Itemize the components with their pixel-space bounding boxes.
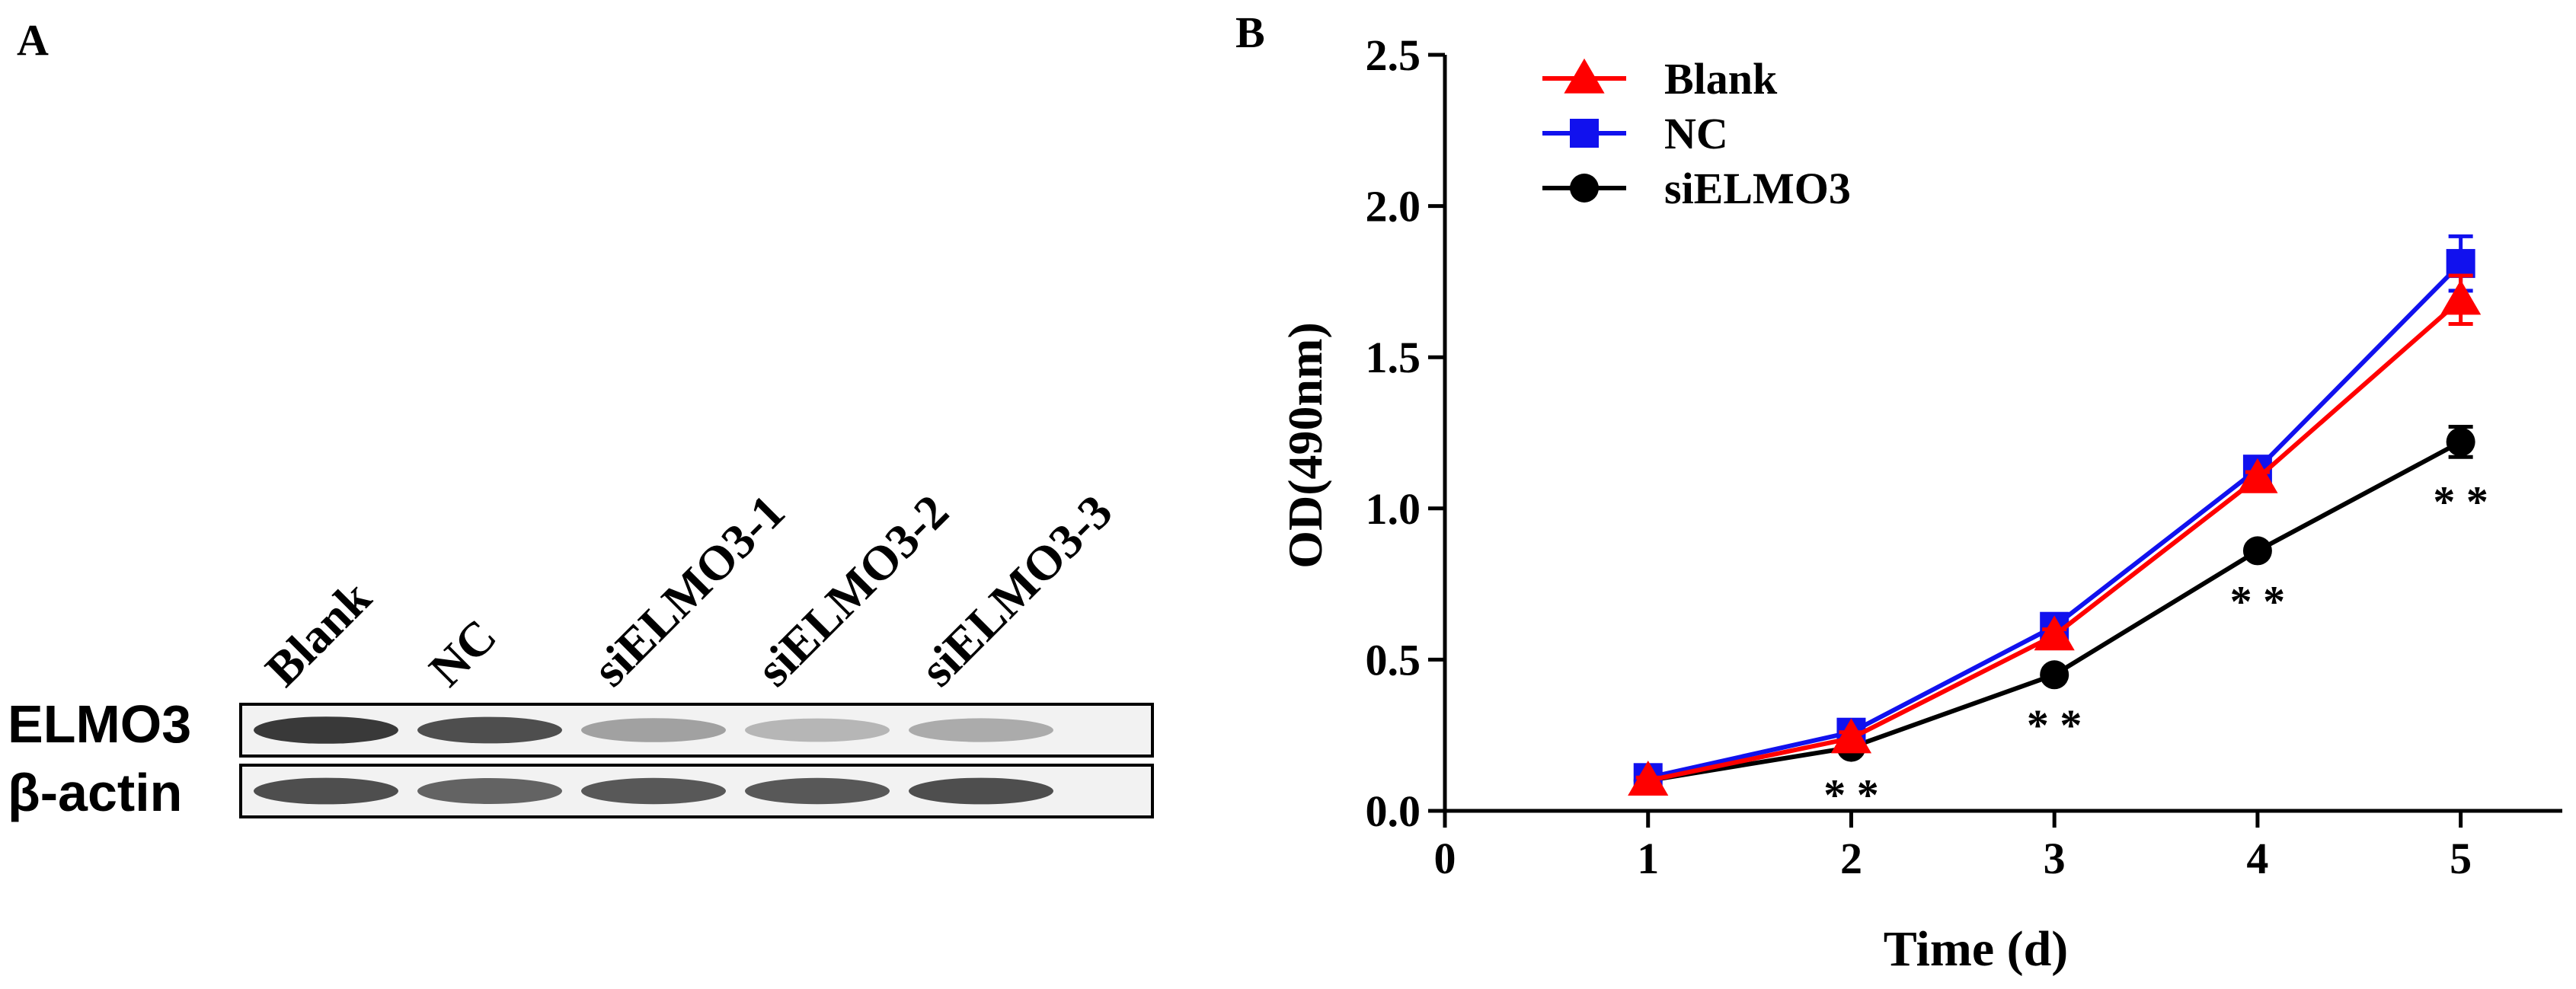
legend-label: NC bbox=[1664, 109, 1728, 158]
legend-label: Blank bbox=[1664, 54, 1778, 104]
marker-circle bbox=[2446, 427, 2475, 457]
lane-label: NC bbox=[419, 608, 507, 697]
blot-band bbox=[745, 777, 890, 805]
marker-square bbox=[2446, 249, 2475, 279]
x-tick-label: 3 bbox=[2044, 834, 2066, 883]
marker-triangle bbox=[2237, 458, 2278, 493]
x-tick-label: 4 bbox=[2246, 834, 2268, 883]
row-label-beta-actin: β-actin bbox=[8, 763, 182, 822]
x-tick-label: 5 bbox=[2450, 834, 2472, 883]
blot-band bbox=[581, 777, 726, 805]
significance-annotation: * * bbox=[1823, 770, 1879, 820]
y-tick-label: 0.0 bbox=[1366, 786, 1421, 836]
y-tick-label: 1.0 bbox=[1366, 484, 1421, 534]
marker-square bbox=[1570, 119, 1599, 148]
marker-triangle bbox=[1628, 761, 1669, 796]
blot-band bbox=[745, 718, 890, 742]
legend: Blank NC siELMO3 bbox=[1542, 54, 1851, 213]
marker-circle bbox=[2040, 660, 2069, 690]
x-tick-label: 1 bbox=[1637, 834, 1659, 883]
marker-circle bbox=[1570, 174, 1599, 203]
axes: 0.0 0.5 1.0 1.5 2.0 2.5 0 1 2 3 4 5 bbox=[1366, 30, 2562, 883]
marker-triangle bbox=[2440, 279, 2482, 315]
lane-label: Blank bbox=[255, 570, 382, 697]
blot-band bbox=[581, 718, 726, 742]
blot-band bbox=[417, 778, 562, 804]
panel-a-label: A bbox=[17, 15, 49, 65]
significance-annotation: * * bbox=[2230, 576, 2286, 626]
series-blank bbox=[1628, 273, 2482, 796]
legend-label: siELMO3 bbox=[1664, 164, 1851, 213]
marker-triangle bbox=[1830, 718, 1872, 754]
significance-annotation: * * bbox=[2027, 700, 2082, 750]
blot-band bbox=[254, 716, 398, 744]
y-tick-label: 2.5 bbox=[1366, 30, 1421, 80]
x-tick-label: 2 bbox=[1840, 834, 1862, 883]
legend-item: NC bbox=[1542, 109, 1728, 158]
significance-annotation: * * bbox=[2433, 477, 2488, 526]
y-tick-label: 2.0 bbox=[1366, 182, 1421, 231]
blot-band bbox=[254, 777, 398, 805]
x-tick-label: 0 bbox=[1434, 834, 1456, 883]
y-axis-title: OD(490nm) bbox=[1278, 322, 1332, 569]
marker-circle bbox=[2242, 536, 2272, 566]
y-tick-label: 0.5 bbox=[1366, 635, 1421, 684]
blot-band bbox=[909, 718, 1053, 742]
panel-b-line-chart: B 0.0 0.5 1.0 1.5 2.0 2.5 0 1 2 3 4 5 * * * * * ** * … bbox=[1235, 8, 2562, 977]
marker-triangle bbox=[1564, 58, 1605, 94]
x-axis-title: Time (d) bbox=[1884, 921, 2069, 977]
legend-item: siELMO3 bbox=[1542, 164, 1851, 213]
series-layer: * * * * * * * * bbox=[1628, 234, 2488, 820]
marker-triangle bbox=[2034, 615, 2075, 651]
blot-band bbox=[909, 777, 1053, 805]
panel-b-label: B bbox=[1235, 8, 1265, 57]
legend-item: Blank bbox=[1542, 54, 1778, 104]
blot-band bbox=[417, 716, 562, 744]
row-label-elmo3: ELMO3 bbox=[8, 694, 191, 754]
blot-bands bbox=[254, 716, 1053, 805]
y-tick-label: 1.5 bbox=[1366, 333, 1421, 382]
